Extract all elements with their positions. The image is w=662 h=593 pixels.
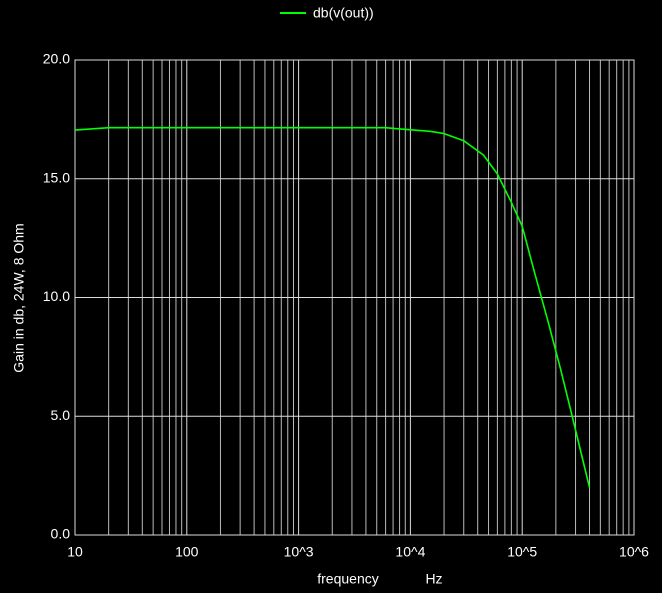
x-axis-label: frequency — [317, 571, 378, 587]
y-tick-label: 10.0 — [43, 288, 70, 304]
y-tick-label: 0.0 — [51, 526, 71, 542]
y-axis-label: Gain in db, 24W, 8 Ohm — [11, 223, 27, 372]
y-tick-label: 5.0 — [51, 407, 71, 423]
x-tick-label: 10 — [67, 544, 83, 560]
y-tick-label: 20.0 — [43, 51, 70, 67]
x-axis-unit: Hz — [425, 571, 442, 587]
series-line — [74, 126, 591, 488]
x-tick-label: 10^4 — [395, 544, 425, 560]
x-tick-label: 10^6 — [619, 544, 649, 560]
x-tick-label: 10^3 — [284, 544, 314, 560]
y-tick-label: 15.0 — [43, 169, 70, 185]
legend-label: db(v(out)) — [313, 5, 374, 21]
x-tick-label: 10^5 — [507, 544, 537, 560]
x-tick-label: 100 — [175, 544, 199, 560]
plot-frame — [74, 59, 635, 536]
